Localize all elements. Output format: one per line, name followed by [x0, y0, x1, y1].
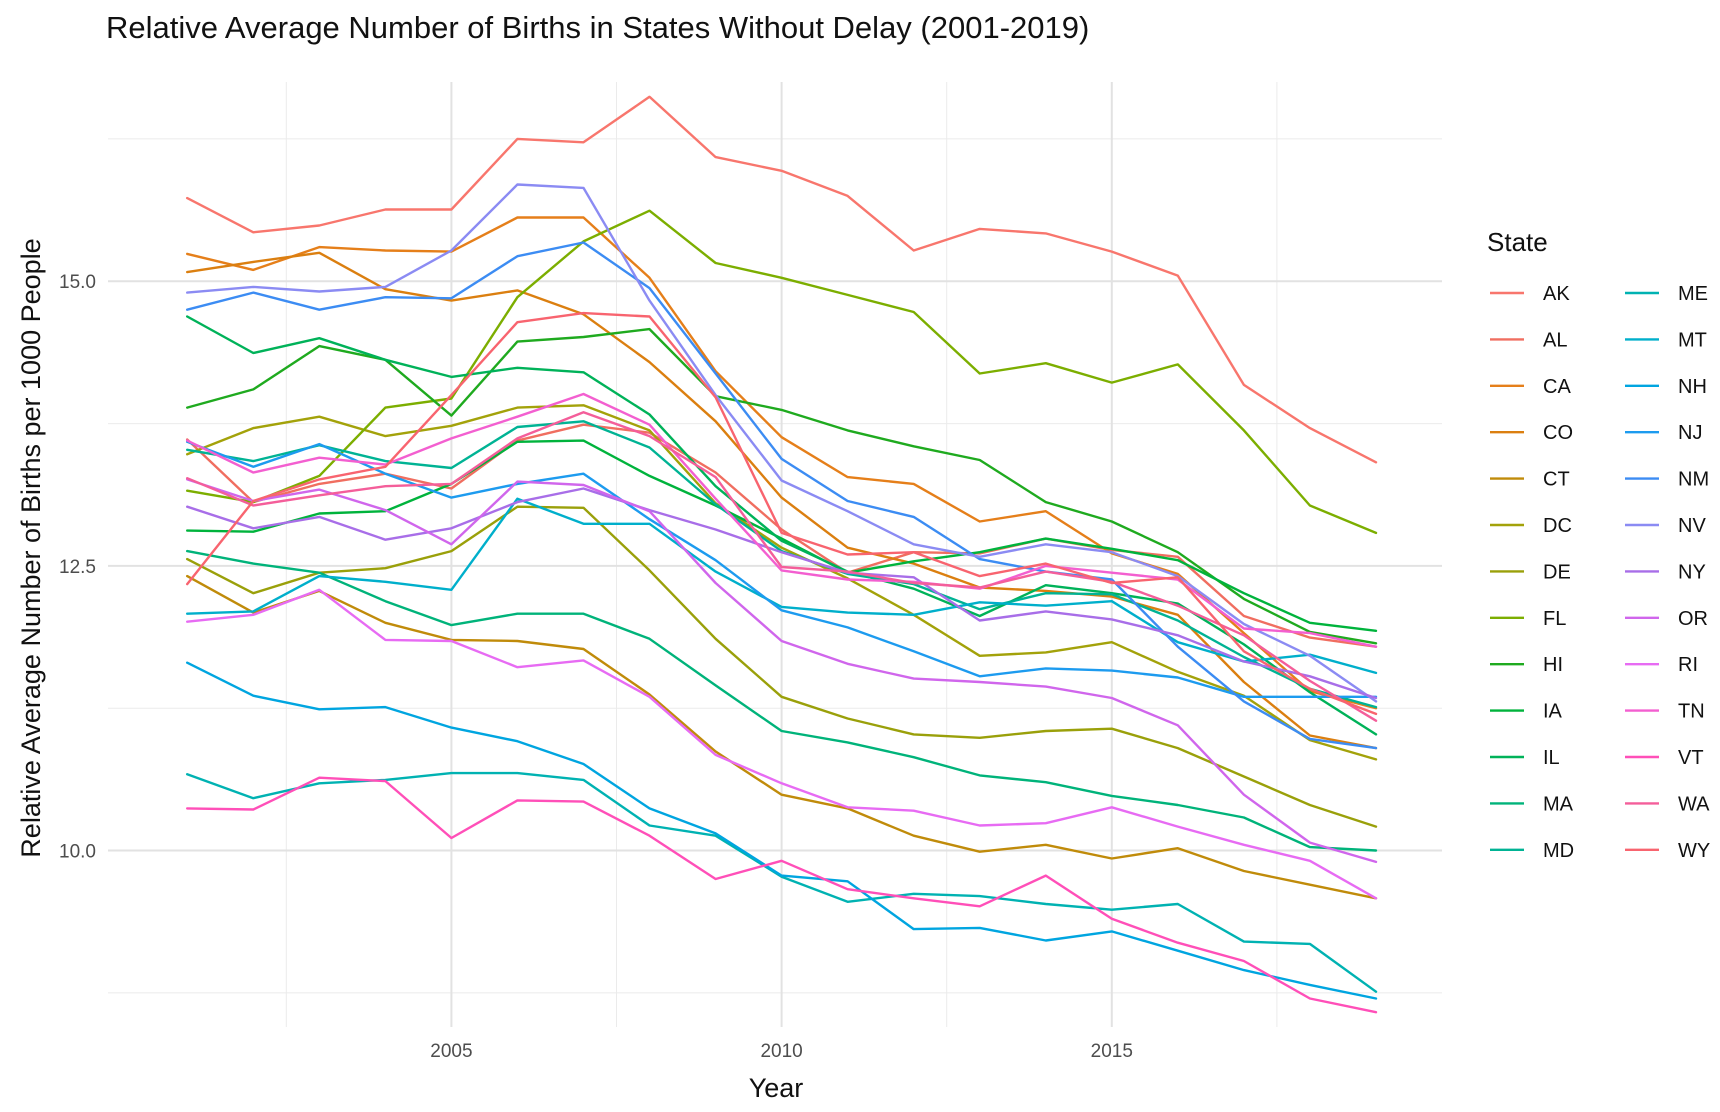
series-line-or	[185, 478, 1378, 864]
legend-label: MT	[1678, 329, 1707, 351]
legend-label: CO	[1543, 422, 1573, 444]
legend-item-md: MD	[1490, 840, 1574, 862]
legend-item-tn: TN	[1625, 701, 1705, 723]
legend-item-mt: MT	[1625, 329, 1707, 351]
legend-label: RI	[1678, 654, 1698, 676]
legend-item-nv: NV	[1625, 515, 1706, 537]
legend-item-me: ME	[1625, 283, 1708, 305]
legend-label: IL	[1543, 747, 1560, 769]
legend-item-ma: MA	[1490, 793, 1574, 815]
series-line-ri	[185, 588, 1378, 900]
y-axis-label: Relative Average Number of Births per 10…	[16, 238, 46, 857]
legend-item-ak: AK	[1490, 283, 1570, 305]
legend-item-or: OR	[1625, 608, 1708, 630]
legend-label: DC	[1543, 515, 1572, 537]
legend-label: NY	[1678, 561, 1706, 583]
legend-title: State	[1487, 227, 1548, 257]
series-line-co	[185, 251, 1378, 750]
legend-item-ri: RI	[1625, 654, 1698, 676]
legend-label: MA	[1543, 793, 1574, 815]
major-gridlines	[108, 82, 1442, 1027]
legend-item-fl: FL	[1490, 608, 1566, 630]
legend-item-al: AL	[1490, 329, 1567, 351]
series-line-ca	[185, 216, 1378, 710]
legend-item-ny: NY	[1625, 561, 1706, 583]
legend-item-de: DE	[1490, 561, 1571, 583]
series-line-ct	[185, 574, 1378, 900]
legend-label: ME	[1678, 283, 1708, 305]
y-tick-label: 15.0	[59, 272, 96, 293]
legend-label: TN	[1678, 701, 1705, 723]
legend-item-il: IL	[1490, 747, 1560, 769]
x-tick-label: 2005	[430, 1041, 472, 1062]
legend-item-wy: WY	[1625, 840, 1710, 862]
series-line-ak	[185, 95, 1378, 464]
series-line-ma	[185, 549, 1378, 852]
legend-item-nj: NJ	[1625, 422, 1702, 444]
chart-title: Relative Average Number of Births in Sta…	[106, 10, 1089, 45]
legend: AK AL CA CO CT DC DE FL HI IA IL MA MD ME MT NH NJ NM NV NY…	[1490, 283, 1710, 862]
series-line-ny	[185, 487, 1378, 700]
series-line-nm	[185, 241, 1378, 750]
legend-label: VT	[1678, 747, 1704, 769]
legend-label: HI	[1543, 654, 1563, 676]
x-axis-label: Year	[749, 1073, 804, 1103]
legend-item-co: CO	[1490, 422, 1573, 444]
legend-label: IA	[1543, 701, 1563, 723]
legend-label: NM	[1678, 469, 1709, 491]
legend-item-nh: NH	[1625, 376, 1707, 398]
legend-label: MD	[1543, 840, 1574, 862]
legend-label: CT	[1543, 469, 1570, 491]
legend-label: NV	[1678, 515, 1706, 537]
legend-label: NH	[1678, 376, 1707, 398]
series-line-il	[185, 315, 1378, 736]
legend-item-dc: DC	[1490, 515, 1572, 537]
series-line-de	[185, 505, 1378, 828]
y-axis-tick-labels: 10.0 12.5 15.0	[59, 272, 96, 862]
series-line-nh	[185, 661, 1378, 1000]
legend-item-wa: WA	[1625, 793, 1710, 815]
legend-label: AK	[1543, 283, 1570, 305]
series-line-fl	[185, 209, 1378, 535]
legend-label: NJ	[1678, 422, 1702, 444]
series-line-dc	[185, 404, 1378, 761]
legend-label: DE	[1543, 561, 1571, 583]
legend-label: WA	[1678, 793, 1710, 815]
series-line-tn	[185, 392, 1378, 648]
x-tick-label: 2010	[760, 1041, 802, 1062]
legend-item-hi: HI	[1490, 654, 1563, 676]
series-line-wy	[185, 311, 1378, 716]
legend-label: AL	[1543, 329, 1567, 351]
legend-label: CA	[1543, 376, 1571, 398]
series-lines	[185, 95, 1378, 1014]
y-tick-label: 10.0	[59, 842, 96, 863]
series-line-nv	[185, 183, 1378, 703]
y-tick-label: 12.5	[59, 557, 96, 578]
legend-item-nm: NM	[1625, 469, 1709, 491]
legend-label: WY	[1678, 840, 1710, 862]
series-line-wa	[185, 411, 1378, 722]
legend-item-ct: CT	[1490, 469, 1570, 491]
x-axis-tick-labels: 2005 2010 2015	[430, 1041, 1133, 1062]
legend-item-ia: IA	[1490, 701, 1563, 723]
series-line-vt	[185, 776, 1378, 1014]
series-line-nj	[185, 440, 1378, 698]
legend-label: FL	[1543, 608, 1566, 630]
x-tick-label: 2015	[1091, 1041, 1133, 1062]
legend-item-vt: VT	[1625, 747, 1704, 769]
legend-label: OR	[1678, 608, 1708, 630]
legend-item-ca: CA	[1490, 376, 1571, 398]
series-line-mt	[185, 497, 1378, 675]
